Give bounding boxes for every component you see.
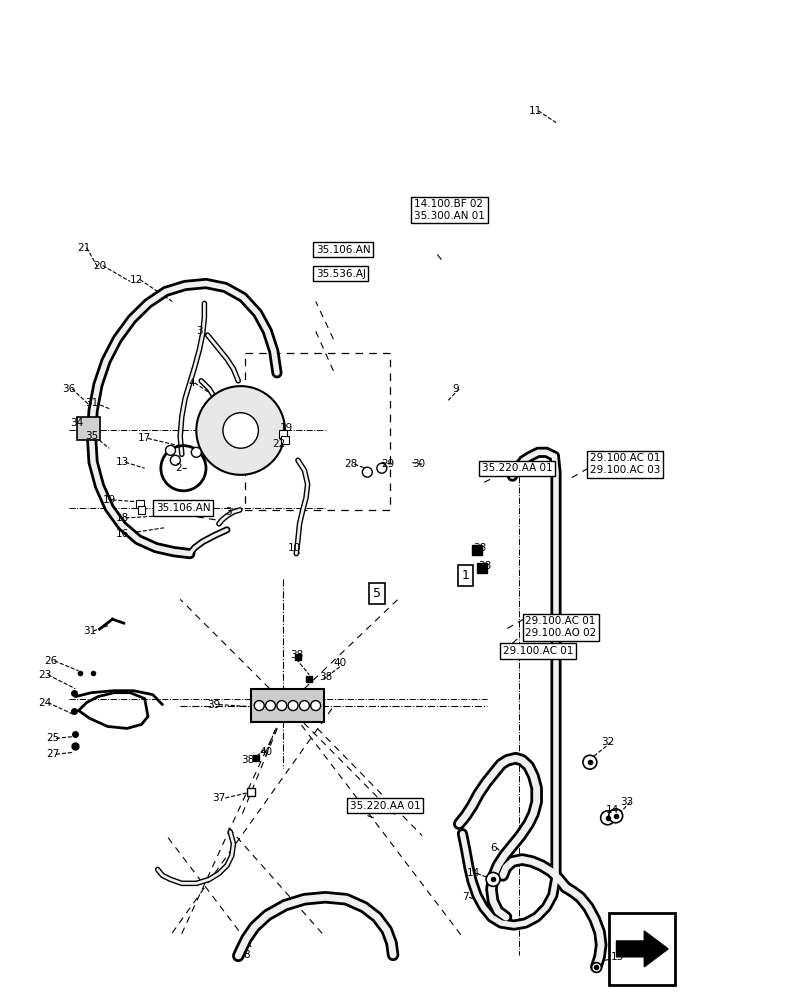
- Text: 8: 8: [242, 950, 249, 960]
- Text: 15: 15: [610, 952, 623, 962]
- Circle shape: [582, 755, 596, 769]
- Polygon shape: [616, 931, 667, 967]
- Text: 29: 29: [381, 459, 394, 469]
- Text: 38: 38: [478, 561, 491, 571]
- Text: 36: 36: [62, 384, 75, 394]
- Text: 3: 3: [196, 326, 203, 336]
- Text: 29.100.AC 01
29.100.AC 03: 29.100.AC 01 29.100.AC 03: [589, 453, 659, 475]
- Circle shape: [608, 809, 622, 823]
- Text: 16: 16: [115, 529, 129, 539]
- Text: 38: 38: [319, 672, 332, 682]
- Text: 31: 31: [85, 398, 98, 408]
- Text: 21: 21: [77, 243, 90, 253]
- Circle shape: [311, 701, 320, 711]
- Circle shape: [191, 447, 201, 457]
- Bar: [471, 545, 482, 555]
- Text: 14: 14: [466, 868, 480, 878]
- Circle shape: [299, 701, 309, 711]
- Text: 23: 23: [38, 670, 51, 680]
- Circle shape: [362, 467, 371, 477]
- Text: 38: 38: [290, 650, 303, 660]
- Text: 40: 40: [333, 658, 346, 668]
- Text: 2: 2: [175, 463, 182, 473]
- Circle shape: [288, 701, 298, 711]
- Bar: [608, 913, 675, 985]
- Text: 19: 19: [280, 423, 293, 433]
- Text: 3: 3: [225, 507, 232, 517]
- Text: 20: 20: [93, 261, 106, 271]
- Text: 34: 34: [71, 418, 84, 428]
- Text: 11: 11: [528, 106, 541, 116]
- Text: 24: 24: [38, 698, 51, 708]
- Text: 4: 4: [188, 378, 195, 388]
- Bar: [281, 436, 289, 444]
- Text: 25: 25: [46, 733, 59, 743]
- Text: 30: 30: [412, 459, 425, 469]
- Text: 29.100.AC 01
29.100.AO 02: 29.100.AC 01 29.100.AO 02: [525, 616, 596, 638]
- Bar: [137, 506, 145, 514]
- Circle shape: [277, 701, 286, 711]
- Circle shape: [196, 386, 285, 475]
- Text: 26: 26: [45, 656, 58, 666]
- Text: 9: 9: [452, 384, 459, 394]
- Text: 38: 38: [473, 543, 487, 553]
- Text: 29.100.AC 01: 29.100.AC 01: [502, 646, 573, 656]
- Text: 14.100.BF 02
35.300.AN 01: 14.100.BF 02 35.300.AN 01: [414, 199, 484, 221]
- Bar: [77, 417, 100, 440]
- Text: 19: 19: [102, 495, 116, 505]
- Text: 14: 14: [605, 805, 618, 815]
- Text: 39: 39: [207, 700, 221, 710]
- Text: 35: 35: [85, 431, 98, 441]
- Circle shape: [170, 455, 180, 465]
- Bar: [251, 689, 324, 722]
- Text: 31: 31: [84, 626, 97, 636]
- Text: 12: 12: [130, 275, 143, 285]
- Text: 5: 5: [372, 587, 380, 600]
- Text: 10: 10: [288, 543, 301, 553]
- Text: 38: 38: [241, 755, 254, 765]
- Circle shape: [486, 872, 500, 886]
- Circle shape: [165, 445, 175, 455]
- Text: 35.106.AN: 35.106.AN: [156, 503, 210, 513]
- Text: 1: 1: [461, 569, 469, 582]
- Text: 35.536.AJ: 35.536.AJ: [315, 269, 365, 279]
- Text: 7: 7: [461, 892, 469, 902]
- Text: 28: 28: [344, 459, 358, 469]
- Circle shape: [265, 701, 275, 711]
- Text: 13: 13: [115, 457, 129, 467]
- Text: 18: 18: [115, 513, 129, 523]
- Text: 17: 17: [138, 433, 151, 443]
- Text: 22: 22: [272, 439, 285, 449]
- Text: 6: 6: [489, 843, 496, 853]
- Text: 40: 40: [259, 747, 272, 757]
- Text: 27: 27: [46, 749, 59, 759]
- Text: 35.220.AA 01: 35.220.AA 01: [481, 463, 551, 473]
- Text: 37: 37: [212, 793, 225, 803]
- Circle shape: [600, 811, 614, 825]
- Text: 32: 32: [600, 737, 613, 747]
- Bar: [476, 563, 486, 573]
- Text: 33: 33: [620, 797, 633, 807]
- Circle shape: [376, 463, 386, 473]
- Circle shape: [223, 413, 258, 448]
- Text: 35.106.AN: 35.106.AN: [315, 245, 370, 255]
- Text: 35.220.AA 01: 35.220.AA 01: [349, 801, 419, 811]
- Circle shape: [254, 701, 264, 711]
- Bar: [135, 500, 144, 508]
- Bar: [279, 430, 287, 438]
